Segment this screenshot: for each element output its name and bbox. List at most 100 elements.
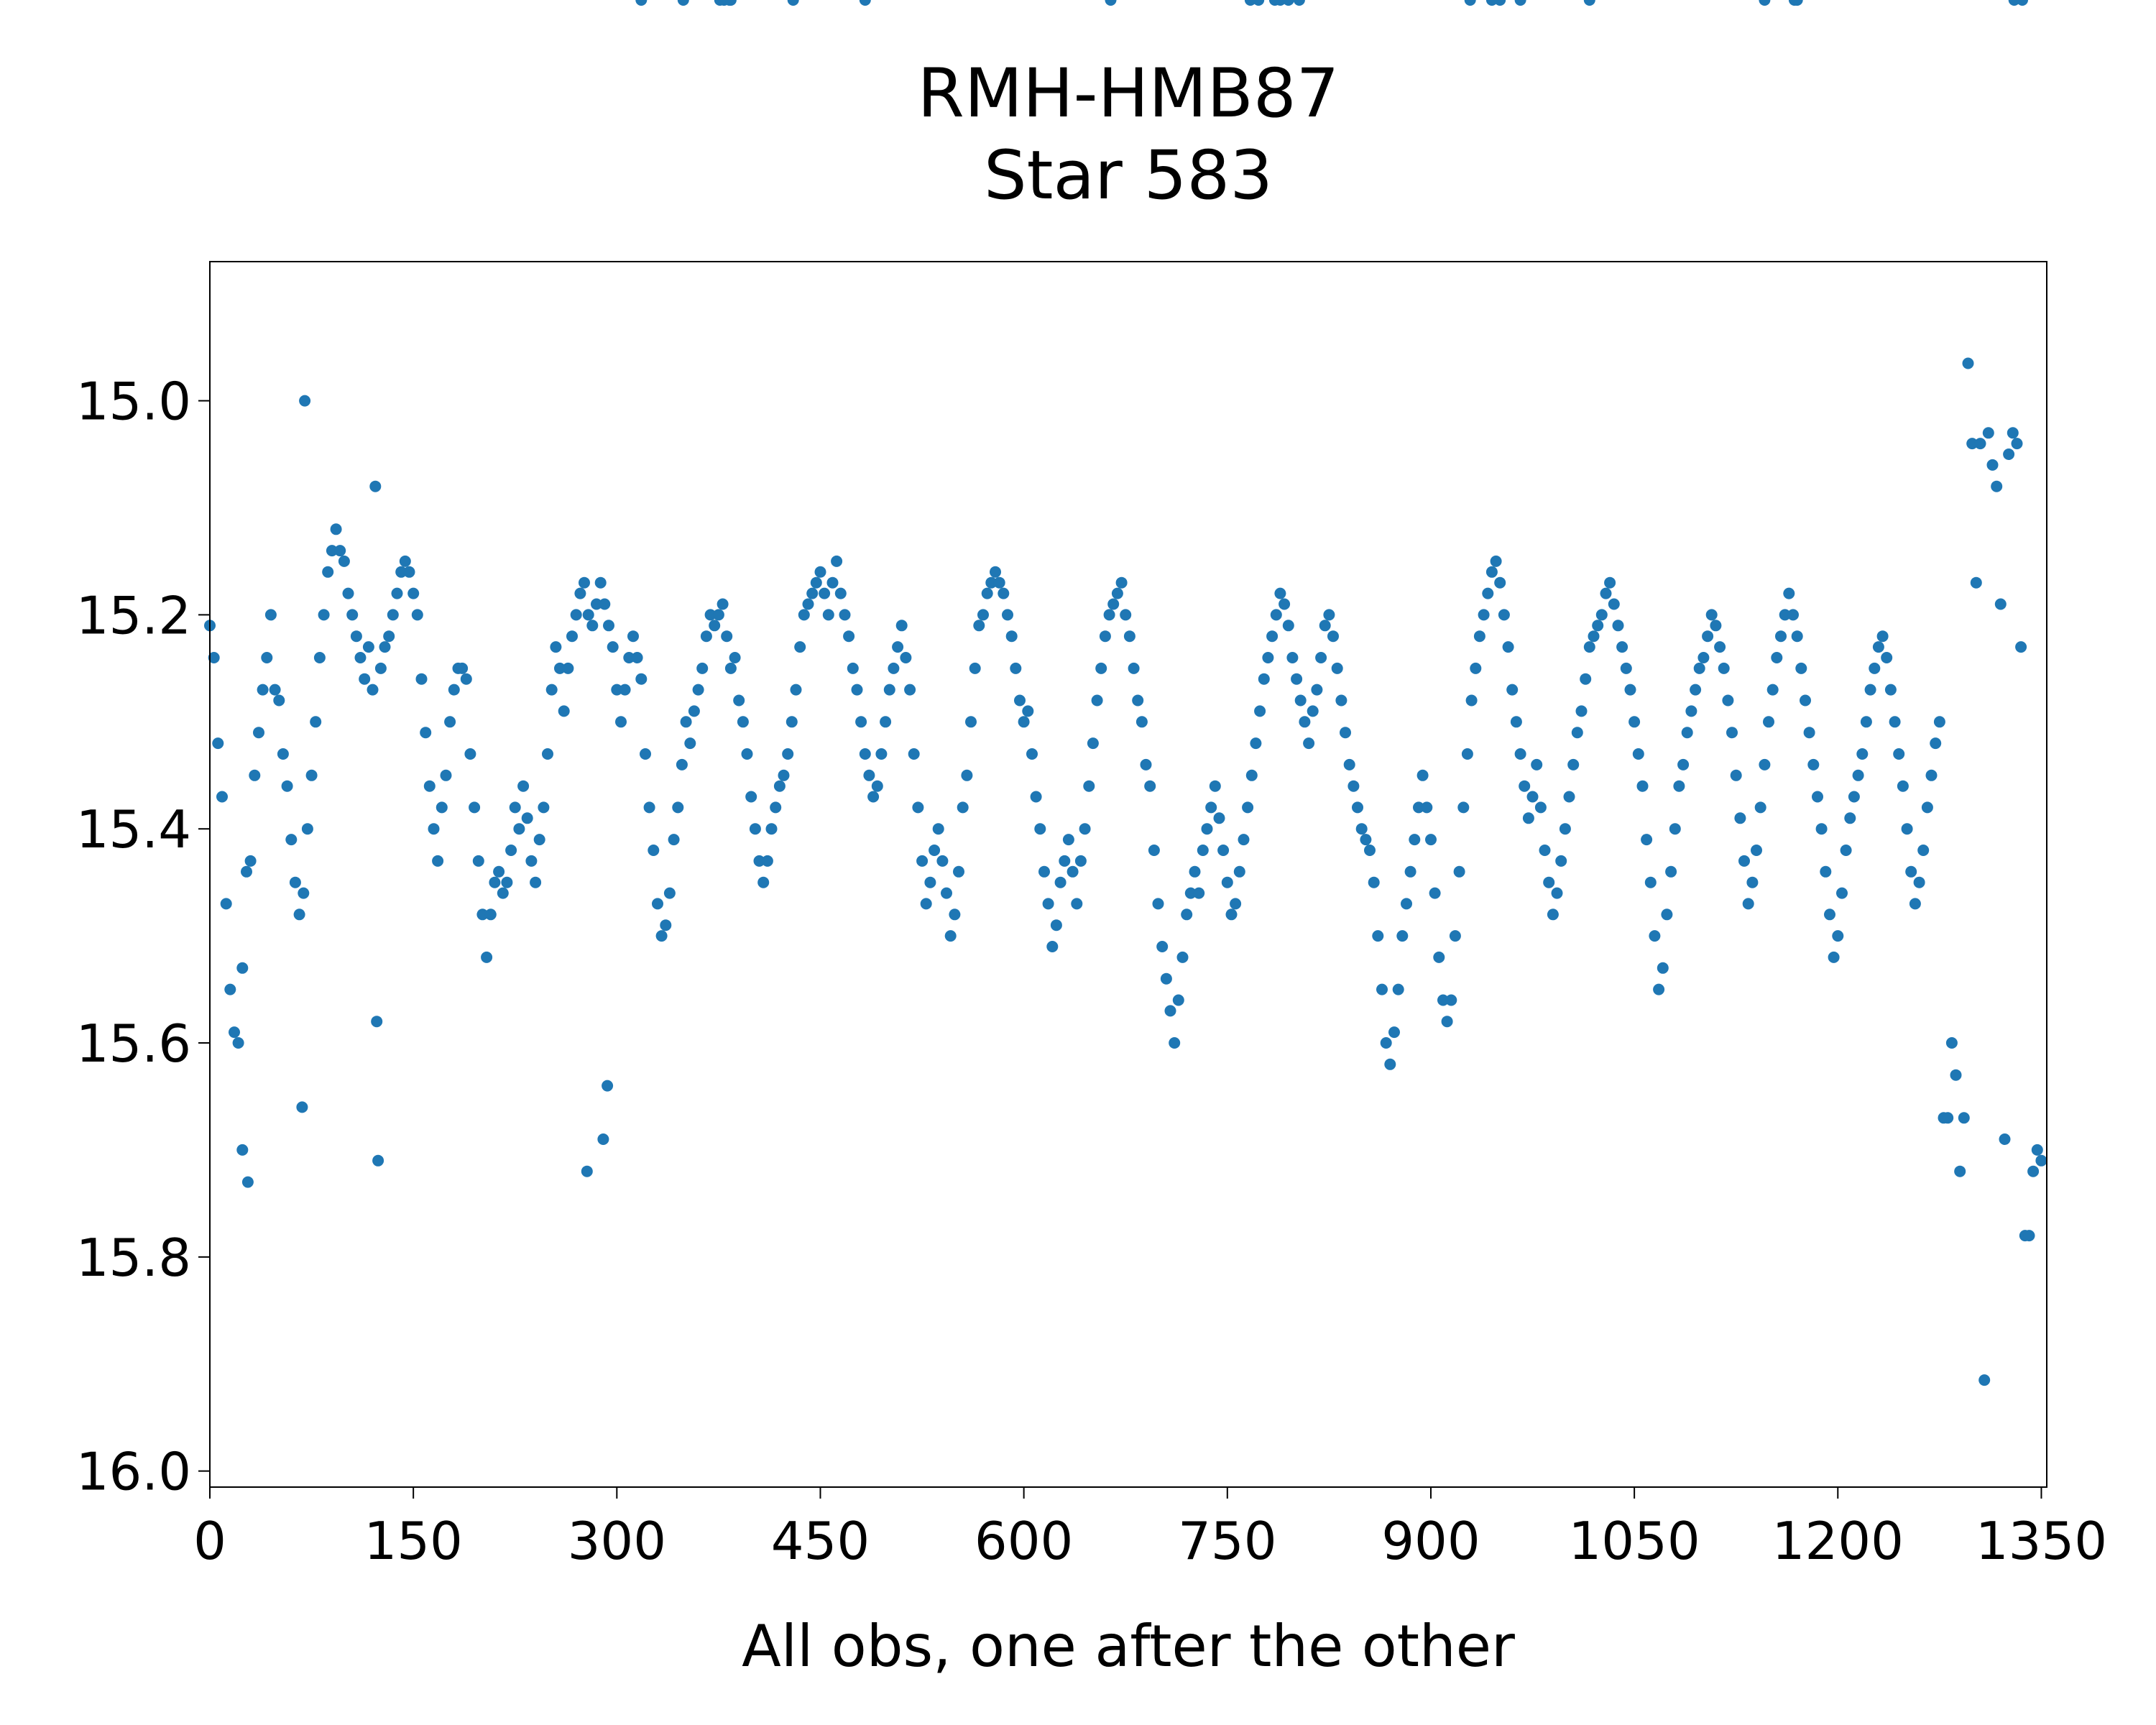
data-point (1388, 1026, 1400, 1039)
data-point (908, 748, 920, 760)
data-point (1120, 609, 1132, 621)
data-point (802, 598, 814, 610)
data-point (668, 834, 680, 846)
data-point (814, 566, 826, 578)
data-point (241, 865, 252, 878)
data-point (819, 587, 831, 599)
data-point (826, 576, 839, 589)
data-point (530, 876, 542, 888)
chart-title-line-1: RMH-HMB87 (918, 55, 1340, 133)
data-point (597, 1133, 609, 1145)
data-point (753, 855, 765, 867)
data-point (1225, 908, 1238, 921)
chart-title: RMH-HMB87 Star 583 (918, 55, 1340, 215)
data-point (1421, 801, 1433, 814)
data-point (1539, 845, 1551, 856)
y-tick-label: 15.8 (76, 1228, 191, 1288)
data-point (273, 694, 285, 707)
data-point (1245, 769, 1258, 781)
data-point (1401, 898, 1412, 910)
data-point (806, 587, 819, 599)
data-point (765, 823, 778, 835)
data-point (277, 748, 289, 760)
data-point (1950, 1069, 1962, 1081)
data-point (1416, 769, 1429, 781)
data-point (1335, 694, 1348, 707)
data-point (1771, 652, 1783, 663)
data-point (1213, 812, 1225, 824)
data-point (387, 609, 399, 621)
data-point (798, 609, 810, 621)
data-point (399, 555, 411, 567)
data-point (635, 673, 648, 685)
data-point (1800, 694, 1811, 707)
data-point (1592, 620, 1604, 632)
data-point (1087, 737, 1099, 750)
data-point (696, 662, 709, 674)
data-point (415, 673, 428, 685)
data-point (1461, 748, 1473, 760)
data-point (717, 598, 729, 610)
data-point (1293, 0, 1305, 6)
data-point (1470, 662, 1482, 674)
data-point (428, 823, 440, 835)
data-point (1543, 876, 1555, 888)
data-point (676, 758, 688, 770)
data-point (652, 898, 663, 910)
data-point (1730, 769, 1742, 781)
data-point (1205, 801, 1217, 814)
data-point (411, 609, 423, 621)
data-point (1588, 630, 1600, 643)
data-point (985, 576, 998, 589)
data-point (875, 748, 888, 760)
data-point (1482, 587, 1494, 599)
data-point (1815, 823, 1828, 835)
data-point (786, 716, 798, 728)
data-point (1697, 652, 1710, 663)
data-point (1763, 716, 1774, 728)
data-point (1148, 845, 1160, 856)
data-point (538, 801, 550, 814)
data-point (1881, 652, 1893, 663)
data-point (787, 0, 799, 6)
data-point (1580, 673, 1592, 685)
y-axis-ticks: 15.0 15.2 15.4 15.6 15.8 16.0 (76, 372, 210, 1502)
data-point (1046, 941, 1059, 952)
data-point (1791, 630, 1803, 643)
data-point (1514, 0, 1526, 6)
data-point (1612, 620, 1624, 632)
data-point (1238, 834, 1250, 846)
x-tick-label: 450 (771, 1511, 870, 1571)
data-point (794, 641, 806, 653)
data-point (965, 716, 977, 728)
data-point (1189, 865, 1201, 878)
data-point (1526, 791, 1539, 803)
data-point (1331, 662, 1343, 674)
data-point (570, 609, 582, 621)
data-point (545, 684, 558, 696)
data-point (1485, 566, 1498, 578)
data-point (1893, 748, 1905, 760)
data-point (1184, 887, 1197, 899)
data-point (1905, 865, 1917, 878)
data-point (929, 845, 941, 856)
data-point (1547, 908, 1559, 921)
data-point (1779, 609, 1791, 621)
data-point (594, 576, 607, 589)
data-point (1437, 994, 1449, 1006)
data-point (338, 555, 350, 567)
data-point (704, 609, 717, 621)
data-point (2027, 1165, 2040, 1177)
data-point (1282, 0, 1294, 6)
data-point (648, 845, 660, 856)
data-point (586, 620, 599, 632)
data-point (566, 630, 578, 643)
data-point (1176, 951, 1189, 963)
data-point (602, 1080, 614, 1092)
data-point (1105, 0, 1117, 6)
data-point (1673, 780, 1685, 792)
data-point (1242, 801, 1254, 814)
data-point (372, 1154, 384, 1167)
data-point (383, 630, 395, 643)
data-point (1164, 1005, 1176, 1017)
